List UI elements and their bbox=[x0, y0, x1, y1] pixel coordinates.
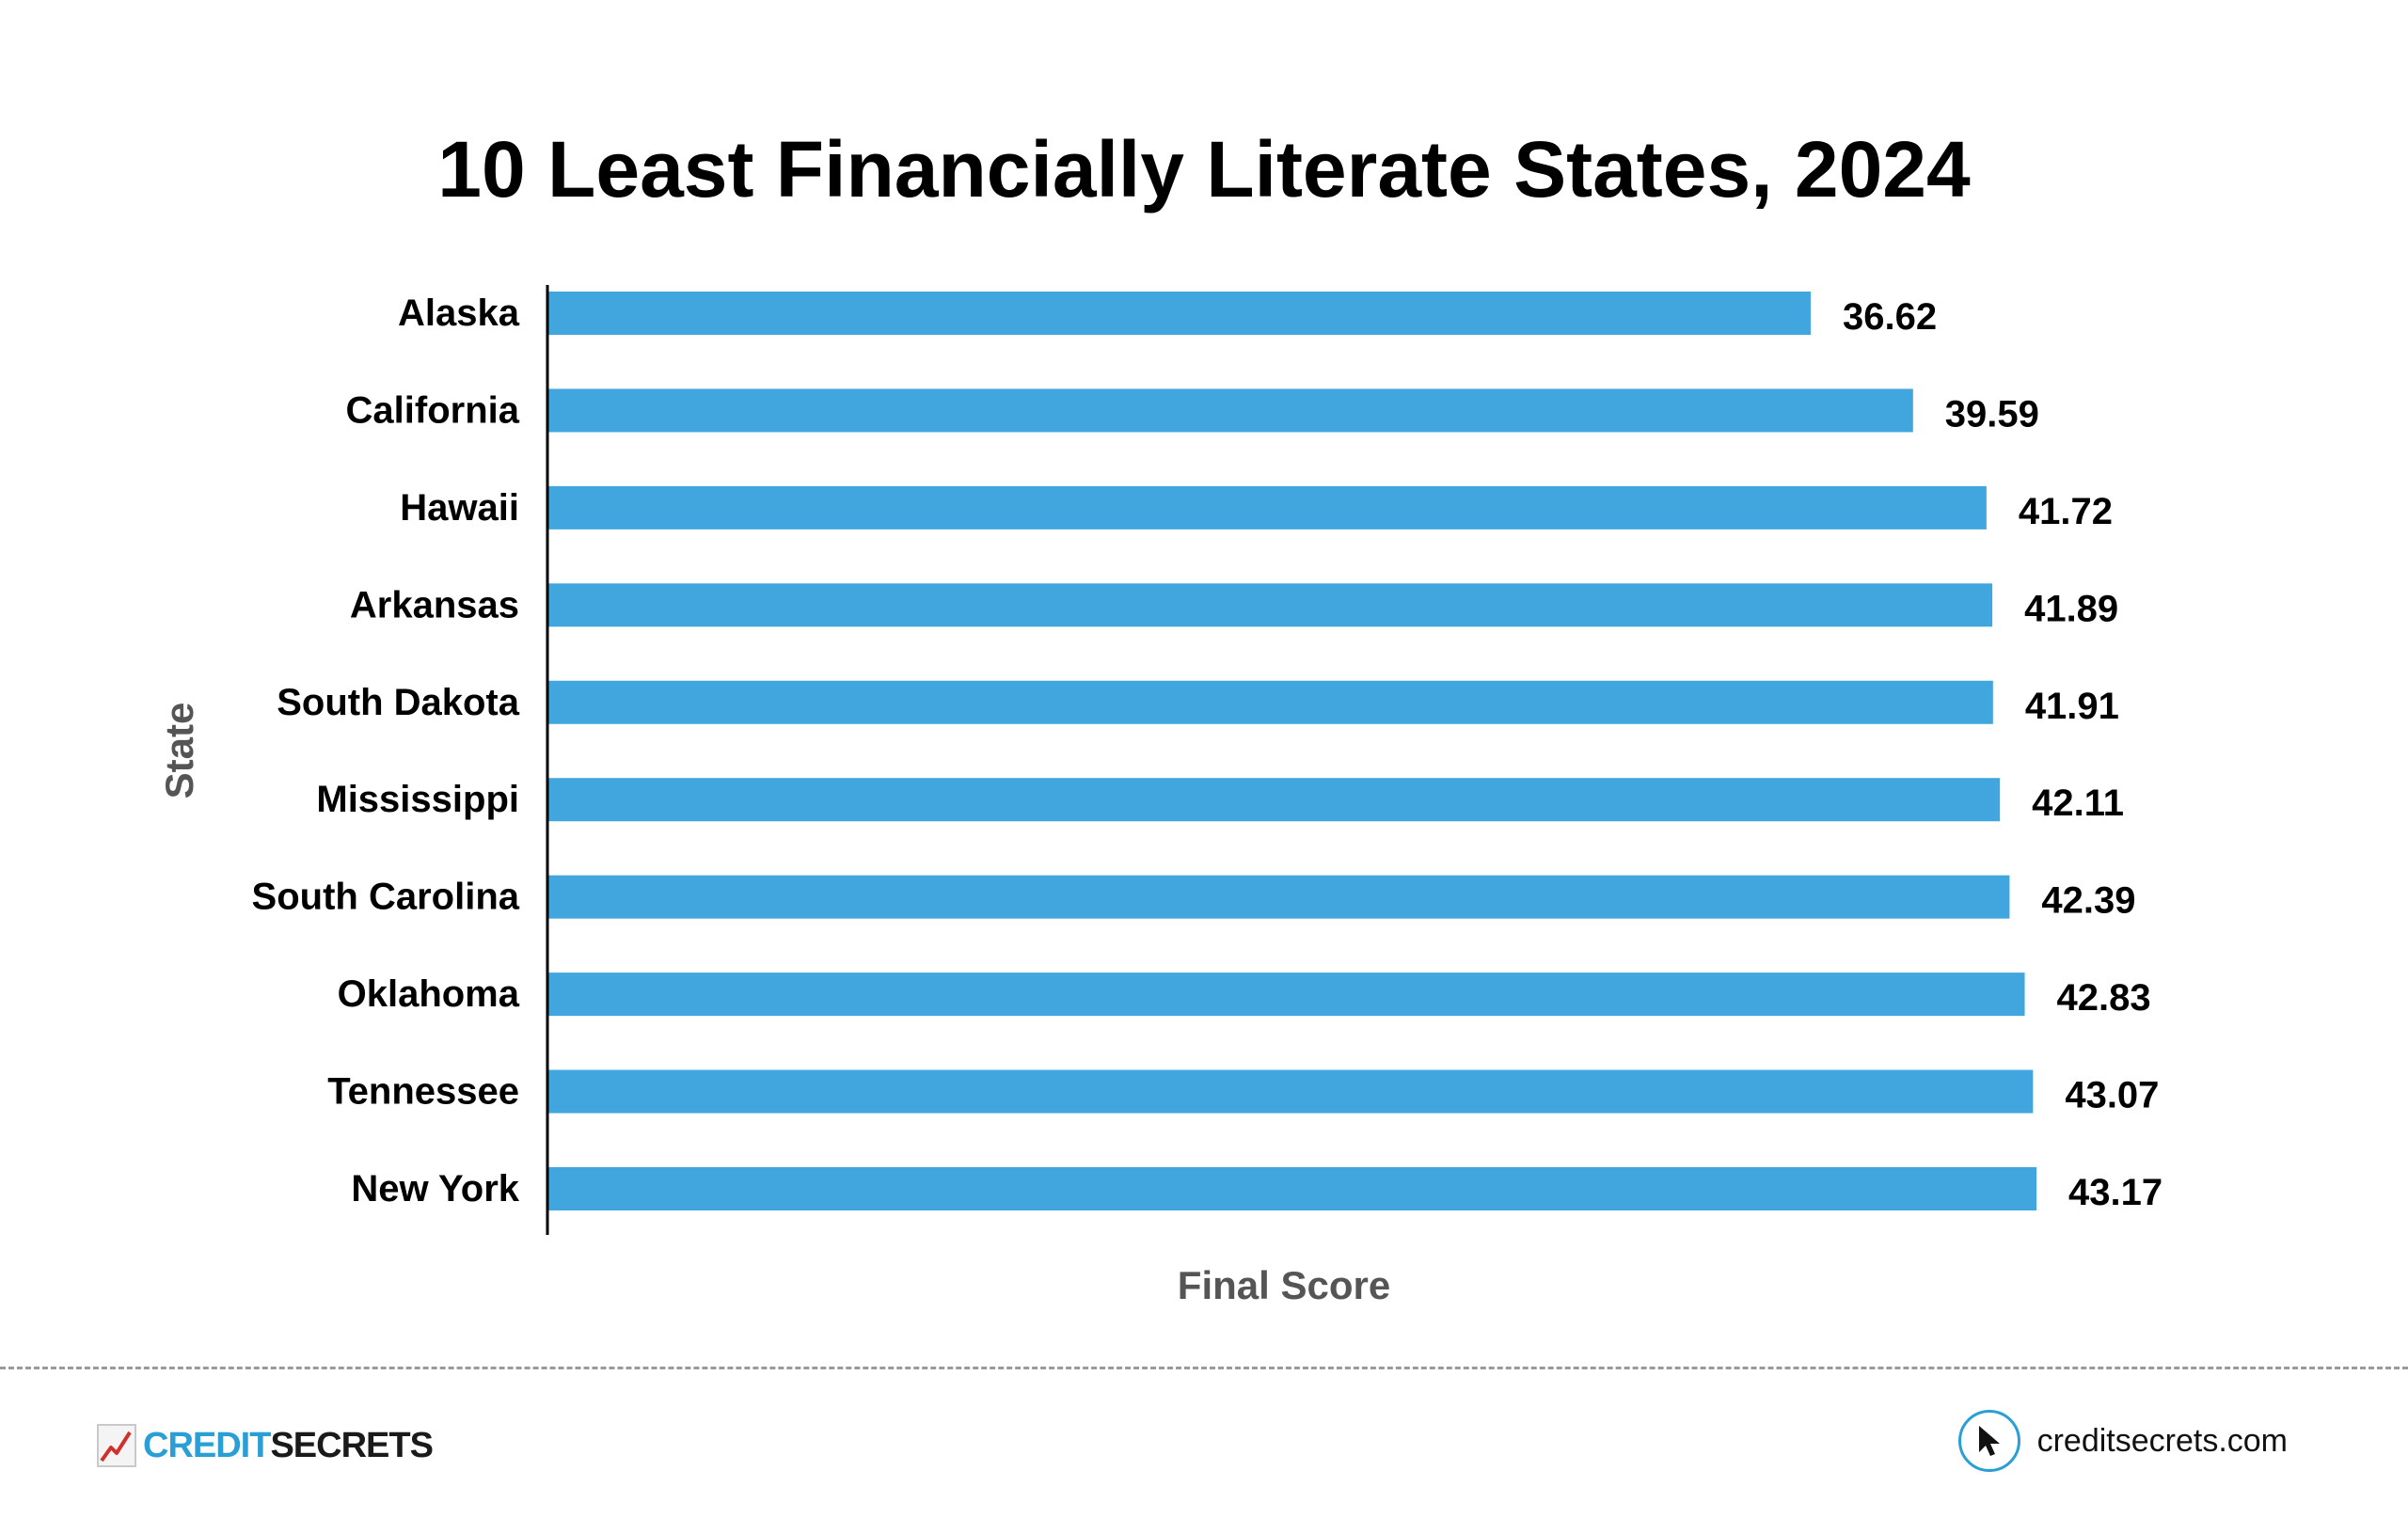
category-label: California bbox=[346, 389, 520, 431]
value-label: 41.89 bbox=[2024, 588, 2118, 629]
bar-mississippi bbox=[548, 778, 2001, 822]
bar-hawaii bbox=[548, 485, 1987, 530]
category-label: Mississippi bbox=[316, 779, 519, 820]
value-label: 41.72 bbox=[2019, 491, 2113, 532]
bar-south-carolina bbox=[548, 875, 2010, 919]
value-label: 42.39 bbox=[2041, 880, 2135, 922]
brand-logo[interactable]: CREDIT SECRETS bbox=[96, 1420, 434, 1471]
value-label: 43.17 bbox=[2068, 1172, 2162, 1213]
y-axis-title: State bbox=[157, 703, 201, 799]
value-label: 39.59 bbox=[1945, 393, 2039, 435]
brand-secrets-text: SECRETS bbox=[270, 1425, 433, 1465]
chart-trend-icon bbox=[97, 1424, 136, 1467]
footer-divider bbox=[0, 1367, 2408, 1369]
chart-title: 10 Least Financially Literate States, 20… bbox=[437, 125, 1971, 213]
category-label: Oklahoma bbox=[338, 973, 520, 1015]
website-link[interactable]: creditsecrets.com bbox=[1957, 1405, 2288, 1477]
bars-layer: Alaska 36.62 California 39.59 Hawaii 41.72 Ark… bbox=[252, 292, 2162, 1213]
bar-alaska bbox=[548, 292, 1811, 335]
bar-chart: Alaska 36.62 California 39.59 Hawaii 41.72 Ark… bbox=[157, 285, 2162, 1307]
category-label: New York bbox=[351, 1168, 519, 1210]
category-label: Alaska bbox=[398, 293, 520, 334]
category-label: Hawaii bbox=[400, 487, 519, 529]
bar-california bbox=[548, 388, 1913, 433]
category-label: South Dakota bbox=[277, 682, 520, 723]
website-url: creditsecrets.com bbox=[2036, 1422, 2288, 1459]
cursor-icon bbox=[1957, 1410, 2020, 1472]
value-label: 42.83 bbox=[2057, 977, 2151, 1019]
bar-oklahoma bbox=[548, 972, 2025, 1017]
category-label: South Carolina bbox=[252, 877, 520, 918]
bar-arkansas bbox=[548, 583, 1993, 627]
bar-new-york bbox=[548, 1167, 2036, 1210]
value-label: 36.62 bbox=[1843, 296, 1937, 338]
value-label: 43.07 bbox=[2065, 1075, 2159, 1116]
category-label: Arkansas bbox=[350, 584, 519, 625]
value-label: 41.91 bbox=[2025, 686, 2119, 727]
value-label: 42.11 bbox=[2032, 783, 2124, 824]
x-axis-title: Final Score bbox=[1178, 1263, 1390, 1307]
bar-tennessee bbox=[548, 1069, 2034, 1114]
category-label: Tennessee bbox=[327, 1071, 519, 1113]
bar-south-dakota bbox=[548, 680, 1993, 724]
brand-credit-text: CREDIT bbox=[143, 1425, 271, 1465]
